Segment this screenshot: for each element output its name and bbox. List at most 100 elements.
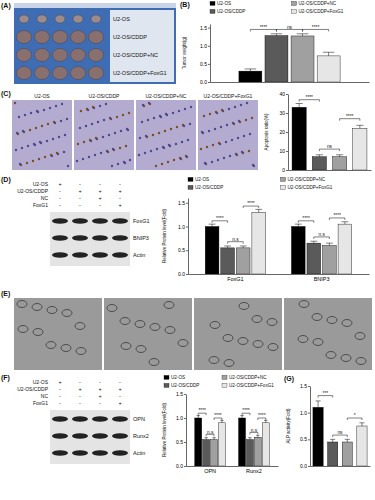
y-tick-mark [186, 250, 188, 251]
cell [49, 107, 51, 109]
significance-bracket [299, 100, 319, 102]
legend-label: U2-OS/CDDP+NC [229, 375, 267, 380]
significance-label: n.s [232, 237, 239, 242]
x-axis [289, 170, 372, 172]
y-tick-mark [184, 466, 186, 467]
y-axis-title: Relative Protein level(Fold) [162, 402, 167, 457]
condition-label: NC [41, 195, 49, 201]
y-tick: 0 [282, 167, 288, 173]
cell [114, 132, 116, 134]
band-label: BNIP3 [133, 235, 149, 241]
y-tick: 0.5 [176, 439, 186, 445]
band-label: Runx2 [133, 433, 149, 439]
em-image [284, 298, 372, 370]
figure: (A)U2-OSU2-OS/CDDPU2-OS/CDDP+NCU2-OS/CDD… [0, 0, 375, 500]
cell [35, 127, 37, 129]
cell [67, 165, 69, 167]
cell [141, 121, 143, 123]
condition-label: U2-OS [33, 379, 49, 385]
group-label: U2-OS/CDDP [113, 34, 147, 40]
error-bar [265, 420, 266, 422]
y-tick-label: 10 [279, 148, 285, 154]
cell [240, 104, 242, 106]
cell [172, 112, 174, 114]
cell [202, 132, 204, 134]
cell [162, 146, 164, 148]
cell [163, 147, 165, 149]
y-tick-label: 1.5 [176, 391, 183, 397]
organelle [355, 333, 365, 340]
organelle [75, 323, 85, 330]
y-tick-label: 0.5 [200, 61, 207, 67]
condition-mark: + [118, 188, 121, 194]
tumor [17, 31, 32, 44]
cell [54, 122, 56, 124]
error-bar [221, 420, 222, 422]
organelle [32, 304, 42, 311]
error-cap [209, 224, 216, 225]
error-bar [214, 438, 215, 440]
cell [63, 151, 65, 153]
organelle [223, 335, 233, 342]
y-axis-title: Tumor weight(g) [182, 36, 187, 69]
condition-label: NC [41, 393, 49, 399]
cell [76, 160, 78, 162]
tumor [35, 67, 50, 80]
cell [222, 110, 224, 112]
error-cap [315, 400, 320, 401]
em-image [104, 298, 192, 370]
band-label: Actin [133, 252, 145, 258]
organelle [268, 344, 278, 351]
significance-bracket [212, 221, 228, 223]
blot-membrane [50, 212, 130, 266]
blot-band [112, 235, 128, 241]
legend-swatch [222, 375, 227, 379]
x-tick-label: OPN [204, 468, 216, 474]
cell [205, 163, 207, 165]
y-tick: 1.0 [300, 410, 310, 416]
error-cap [224, 245, 231, 246]
y-tick: 1.5 [176, 391, 186, 397]
y-tick: 20 [279, 129, 288, 135]
error-bar [276, 34, 277, 36]
y-tick-label: 0.0 [300, 463, 307, 469]
legend-label: U2-OS/CDDP [195, 185, 223, 190]
bar [357, 426, 367, 466]
error-bar [227, 246, 228, 248]
cell [15, 149, 17, 151]
cell [237, 137, 239, 139]
bar [254, 437, 261, 466]
organelle [33, 329, 43, 336]
condition-label: U2-OS/CDDP [17, 386, 49, 392]
condition-mark: - [59, 195, 61, 201]
cell [153, 117, 155, 119]
significance-bracket [206, 434, 214, 436]
significance-label: **** [198, 408, 206, 413]
cell [30, 112, 32, 114]
chart: 0.00.51.01.5OPNRunx2****n.s********n.s**… [162, 375, 279, 474]
cell [39, 141, 41, 143]
organelle [46, 342, 56, 349]
y-tick-mark [308, 466, 310, 467]
x-axis: OPNRunx2 [187, 466, 279, 474]
y-tick-label: 0.0 [176, 463, 183, 469]
cell [123, 161, 125, 163]
cell [206, 146, 208, 148]
cell [239, 121, 241, 123]
cell [150, 150, 152, 152]
cell [58, 136, 60, 138]
cell [142, 104, 144, 106]
cell [26, 162, 28, 164]
condition-mark: - [79, 400, 81, 406]
cell [19, 163, 21, 165]
cell [208, 130, 210, 132]
cell [128, 112, 130, 114]
legend-label: U2-OS/CDDP+FoxG1 [299, 9, 344, 14]
cell [112, 148, 114, 150]
organelle [209, 357, 219, 364]
cell [165, 113, 167, 115]
cell [226, 124, 228, 126]
cell [167, 161, 169, 163]
error-bar [249, 438, 250, 440]
condition-label: U2-OS/CDDP [17, 188, 49, 194]
